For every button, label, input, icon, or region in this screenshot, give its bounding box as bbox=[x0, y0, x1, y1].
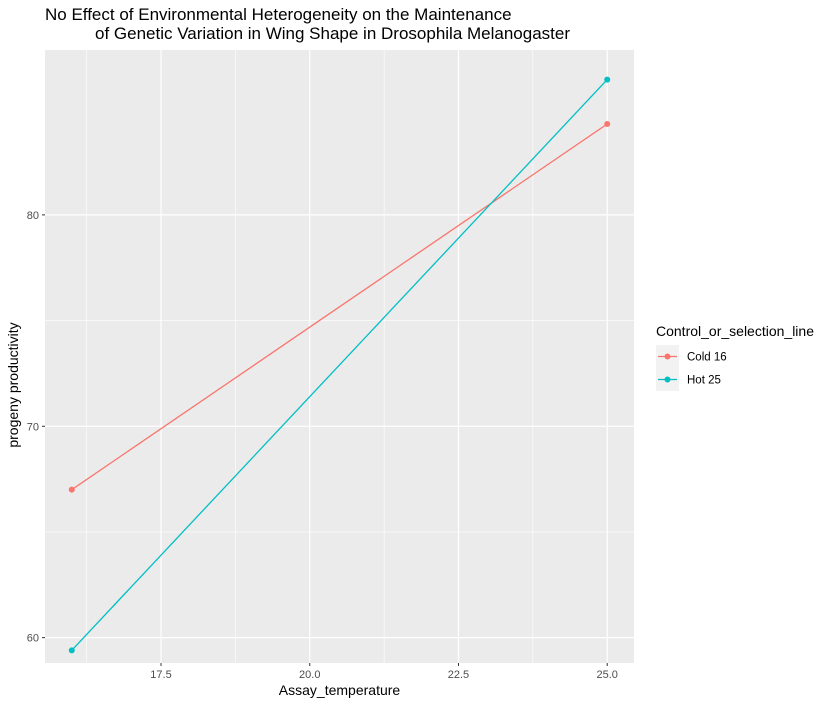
x-axis-title: Assay_temperature bbox=[279, 682, 401, 698]
grid-minor bbox=[45, 50, 634, 663]
legend-key-point-hot-25 bbox=[664, 376, 671, 383]
series-layer bbox=[68, 76, 611, 654]
series-line-hot-25 bbox=[71, 79, 608, 651]
x-tick-label: 25.0 bbox=[597, 669, 618, 681]
y-axis-title: progeny productivity bbox=[5, 322, 21, 447]
legend-key-point-cold-16 bbox=[664, 353, 671, 360]
plot-panel bbox=[45, 50, 634, 663]
chart-title-line-2: of Genetic Variation in Wing Shape in Dr… bbox=[95, 24, 570, 43]
legend-title: Control_or_selection_line bbox=[656, 323, 814, 339]
series-line-cold-16 bbox=[71, 123, 608, 491]
chart-title-line-1: No Effect of Environmental Heterogeneity… bbox=[45, 5, 512, 24]
x-tick-label: 22.5 bbox=[448, 669, 469, 681]
x-tick-label: 17.5 bbox=[150, 669, 171, 681]
x-tick-label: 20.0 bbox=[299, 669, 320, 681]
grid-major bbox=[45, 50, 634, 663]
x-axis-ticks: 17.5 20.0 22.5 25.0 bbox=[150, 663, 618, 681]
data-point-hot-25 bbox=[604, 76, 611, 83]
chart-title: No Effect of Environmental Heterogeneity… bbox=[45, 5, 570, 43]
legend-label-hot-25: Hot 25 bbox=[687, 375, 721, 387]
legend-label-cold-16: Cold 16 bbox=[687, 352, 727, 364]
y-tick-label: 60 bbox=[27, 633, 39, 645]
legend: Control_or_selection_line Cold 16 Hot 25 bbox=[656, 323, 814, 391]
y-axis-ticks: 60 70 80 bbox=[27, 210, 45, 645]
data-point-hot-25 bbox=[68, 647, 75, 654]
y-tick-label: 70 bbox=[27, 421, 39, 433]
y-tick-label: 80 bbox=[27, 210, 39, 222]
data-point-cold-16 bbox=[68, 486, 75, 493]
data-point-cold-16 bbox=[604, 120, 611, 127]
